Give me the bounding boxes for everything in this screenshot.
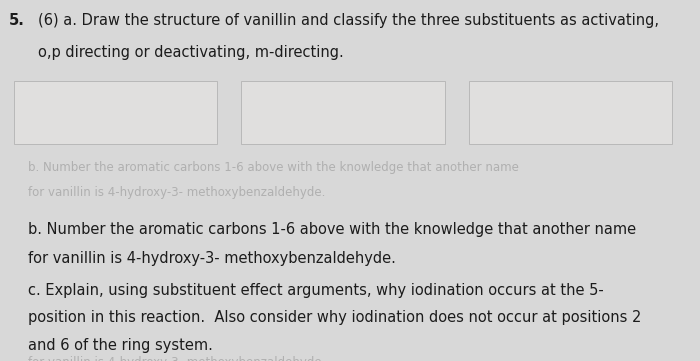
Bar [469,81,672,144]
Text: for vanillin is 4-hydroxy-3- methoxybenzaldehyde.: for vanillin is 4-hydroxy-3- methoxybenz… [28,251,396,266]
Text: position in this reaction.  Also consider why iodination does not occur at posit: position in this reaction. Also consider… [28,310,641,326]
Text: for vanillin is 4-hydroxy-3- methoxybenzaldehyde.: for vanillin is 4-hydroxy-3- methoxybenz… [28,356,326,361]
Bar [14,81,217,144]
Text: b. Number the aromatic carbons 1-6 above with the knowledge that another name: b. Number the aromatic carbons 1-6 above… [28,161,519,174]
Text: c. Explain, using substituent effect arguments, why iodination occurs at the 5-: c. Explain, using substituent effect arg… [28,283,603,299]
Text: b. Number the aromatic carbons 1-6 above with the knowledge that another name: b. Number the aromatic carbons 1-6 above… [28,222,636,237]
Bar [241,81,444,144]
Text: for vanillin is 4-hydroxy-3- methoxybenzaldehyde.: for vanillin is 4-hydroxy-3- methoxybenz… [28,186,326,199]
Text: and 6 of the ring system.: and 6 of the ring system. [28,338,213,353]
Text: 5.: 5. [8,13,24,28]
Text: (6) a. Draw the structure of vanillin and classify the three substituents as act: (6) a. Draw the structure of vanillin an… [38,13,659,28]
Text: o,p directing or deactivating, m-directing.: o,p directing or deactivating, m-directi… [38,45,344,60]
